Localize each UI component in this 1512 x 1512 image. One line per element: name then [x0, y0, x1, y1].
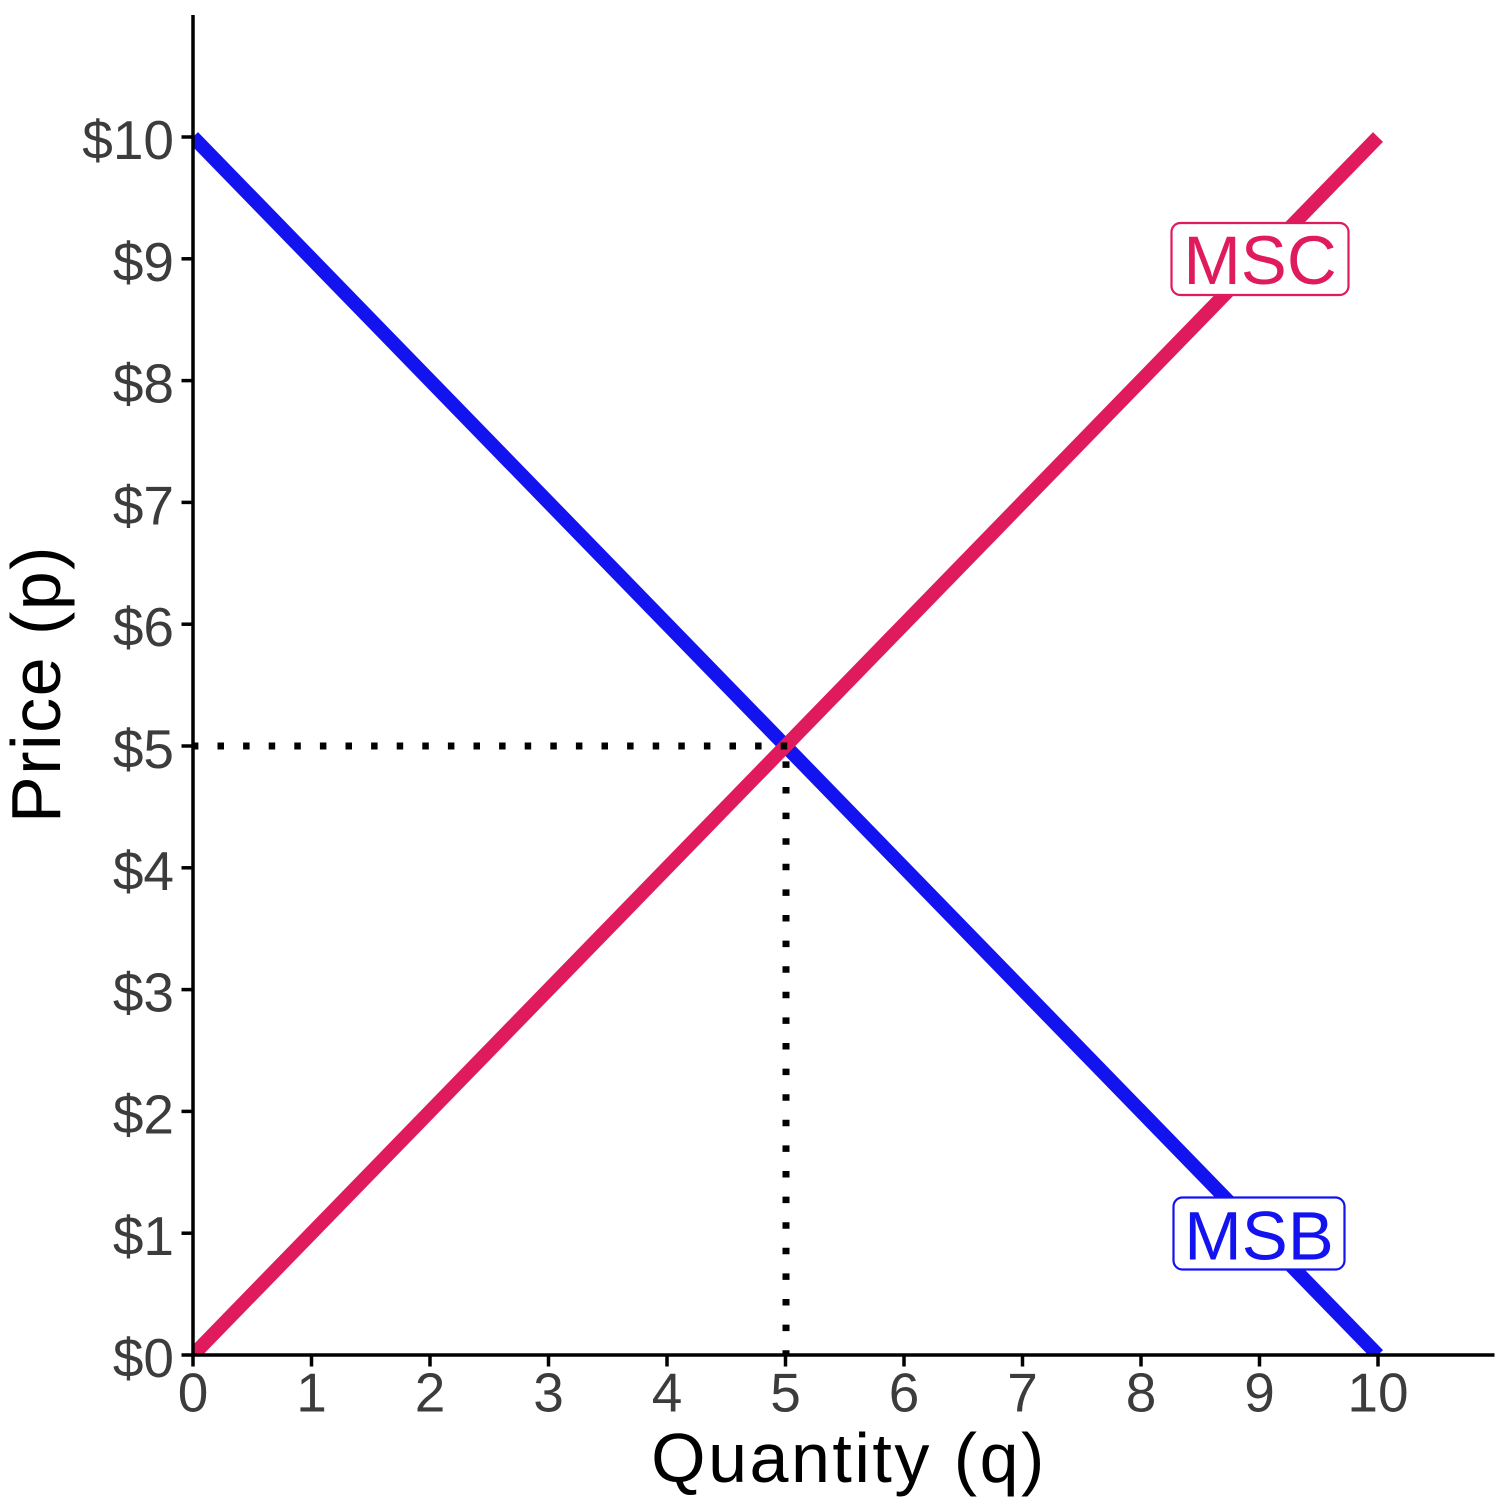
svg-text:0: 0 [178, 1362, 209, 1424]
svg-text:MSB: MSB [1184, 1197, 1334, 1274]
svg-text:Price (p): Price (p) [0, 545, 75, 823]
svg-text:$4: $4 [113, 840, 174, 902]
svg-text:$0: $0 [113, 1327, 174, 1389]
svg-text:5: 5 [770, 1362, 801, 1424]
svg-text:9: 9 [1244, 1362, 1275, 1424]
svg-text:10: 10 [1347, 1362, 1408, 1424]
svg-text:$1: $1 [113, 1205, 174, 1267]
svg-text:6: 6 [889, 1362, 920, 1424]
svg-text:3: 3 [533, 1362, 564, 1424]
svg-text:$7: $7 [113, 474, 174, 536]
svg-text:Quantity (q): Quantity (q) [651, 1419, 1047, 1497]
svg-text:4: 4 [652, 1362, 683, 1424]
svg-text:$10: $10 [82, 109, 174, 171]
svg-text:8: 8 [1126, 1362, 1157, 1424]
svg-text:$3: $3 [113, 962, 174, 1024]
svg-text:$9: $9 [113, 231, 174, 293]
svg-text:$5: $5 [113, 718, 174, 780]
svg-text:$8: $8 [113, 353, 174, 415]
svg-text:$2: $2 [113, 1083, 174, 1145]
svg-text:1: 1 [296, 1362, 327, 1424]
svg-text:2: 2 [415, 1362, 446, 1424]
svg-text:MSC: MSC [1183, 222, 1336, 299]
svg-text:$6: $6 [113, 596, 174, 658]
svg-text:7: 7 [1007, 1362, 1038, 1424]
